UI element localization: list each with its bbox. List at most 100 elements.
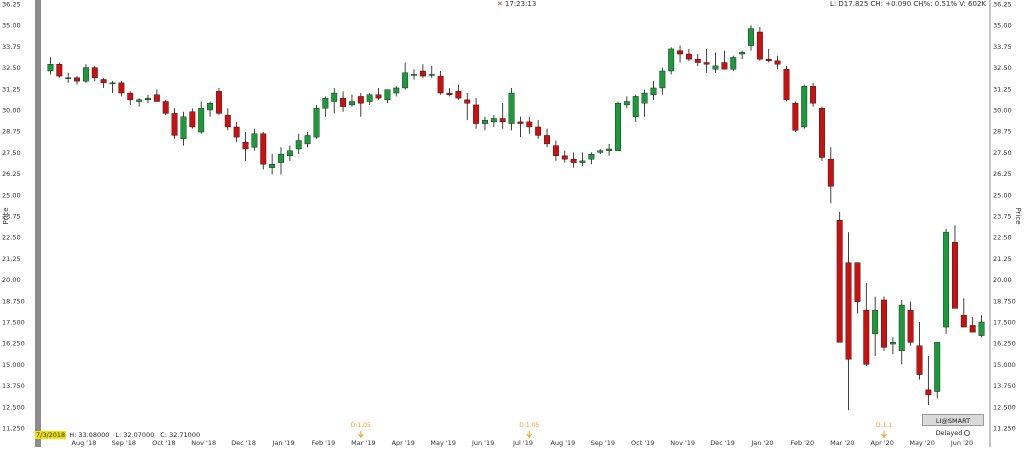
candle[interactable]: [889, 337, 896, 355]
candle[interactable]: [721, 50, 728, 70]
candle[interactable]: [748, 25, 754, 51]
candle[interactable]: [464, 93, 471, 121]
candle[interactable]: [561, 150, 568, 163]
candle[interactable]: [82, 64, 89, 83]
candle[interactable]: [668, 47, 675, 75]
candle[interactable]: [322, 96, 329, 117]
candle[interactable]: [872, 296, 879, 356]
candle[interactable]: [437, 70, 444, 95]
candle[interactable]: [818, 106, 825, 161]
candle[interactable]: [91, 65, 98, 82]
candle[interactable]: [606, 143, 613, 156]
candle[interactable]: [499, 103, 506, 129]
candle[interactable]: [357, 93, 364, 117]
candle[interactable]: [340, 91, 347, 112]
candle[interactable]: [65, 72, 72, 83]
candle[interactable]: [978, 315, 985, 338]
left-scrollbar[interactable]: [35, 0, 41, 447]
candle[interactable]: [278, 147, 284, 175]
candle[interactable]: [650, 81, 657, 100]
candle[interactable]: [366, 93, 373, 105]
candle[interactable]: [56, 62, 63, 78]
candle[interactable]: [224, 108, 231, 131]
candle[interactable]: [162, 99, 169, 116]
candle[interactable]: [473, 98, 480, 129]
candle[interactable]: [304, 132, 311, 148]
candle[interactable]: [801, 84, 808, 129]
candle[interactable]: [411, 69, 417, 80]
candle[interactable]: [570, 152, 577, 168]
candle[interactable]: [659, 67, 666, 95]
candle[interactable]: [969, 316, 976, 333]
candle[interactable]: [286, 145, 293, 161]
candle[interactable]: [685, 48, 692, 61]
candle[interactable]: [845, 232, 852, 411]
candle[interactable]: [739, 50, 746, 60]
candle[interactable]: [934, 342, 941, 399]
candle[interactable]: [508, 87, 515, 131]
candle[interactable]: [756, 26, 763, 61]
candle[interactable]: [907, 301, 914, 346]
data-source-badge[interactable]: LI@SMART Delayed: [922, 414, 984, 437]
candle[interactable]: [47, 57, 54, 75]
event-arrow[interactable]: [881, 433, 887, 438]
candle[interactable]: [198, 101, 205, 134]
candle[interactable]: [792, 101, 799, 133]
candle[interactable]: [952, 225, 958, 309]
candle[interactable]: [774, 55, 781, 70]
candle[interactable]: [207, 101, 214, 117]
candle[interactable]: [428, 65, 435, 78]
candle[interactable]: [482, 116, 488, 131]
candle[interactable]: [836, 211, 843, 343]
candle[interactable]: [171, 108, 178, 139]
candle[interactable]: [615, 101, 621, 151]
candle[interactable]: [863, 282, 870, 367]
candle[interactable]: [269, 154, 276, 175]
candle[interactable]: [827, 147, 834, 204]
candle[interactable]: [854, 262, 861, 314]
candle[interactable]: [535, 120, 542, 139]
candle[interactable]: [765, 48, 772, 63]
candle[interactable]: [446, 87, 453, 97]
candle[interactable]: [375, 87, 382, 100]
candle[interactable]: [694, 54, 701, 66]
candle[interactable]: [393, 86, 400, 97]
event-arrow[interactable]: [526, 433, 533, 438]
candle[interactable]: [881, 296, 887, 351]
candle[interactable]: [189, 108, 196, 129]
candle[interactable]: [544, 128, 550, 148]
candle[interactable]: [552, 140, 559, 161]
candle[interactable]: [127, 91, 134, 105]
candle[interactable]: [526, 116, 533, 134]
candle[interactable]: [348, 94, 355, 107]
candle[interactable]: [233, 121, 240, 143]
candle[interactable]: [898, 299, 905, 365]
candle[interactable]: [136, 98, 143, 107]
candle[interactable]: [295, 133, 302, 155]
candle[interactable]: [632, 94, 639, 122]
candle[interactable]: [810, 82, 817, 107]
candle[interactable]: [783, 65, 790, 102]
candle[interactable]: [402, 62, 409, 90]
candle[interactable]: [517, 116, 524, 138]
event-arrow[interactable]: [357, 433, 364, 438]
candle[interactable]: [118, 81, 125, 97]
candle[interactable]: [145, 94, 151, 104]
candle[interactable]: [215, 87, 222, 116]
candle[interactable]: [180, 111, 187, 146]
candle[interactable]: [153, 89, 160, 102]
candle[interactable]: [730, 55, 737, 71]
candle[interactable]: [641, 89, 648, 117]
candle[interactable]: [109, 81, 116, 94]
candle[interactable]: [242, 132, 249, 161]
candle[interactable]: [260, 132, 267, 170]
candle[interactable]: [384, 89, 391, 104]
candle[interactable]: [960, 298, 967, 328]
candle[interactable]: [100, 77, 107, 88]
candle[interactable]: [419, 64, 426, 78]
candle[interactable]: [703, 48, 710, 73]
candle[interactable]: [677, 45, 684, 63]
candle[interactable]: [579, 152, 586, 166]
candle[interactable]: [588, 152, 595, 165]
